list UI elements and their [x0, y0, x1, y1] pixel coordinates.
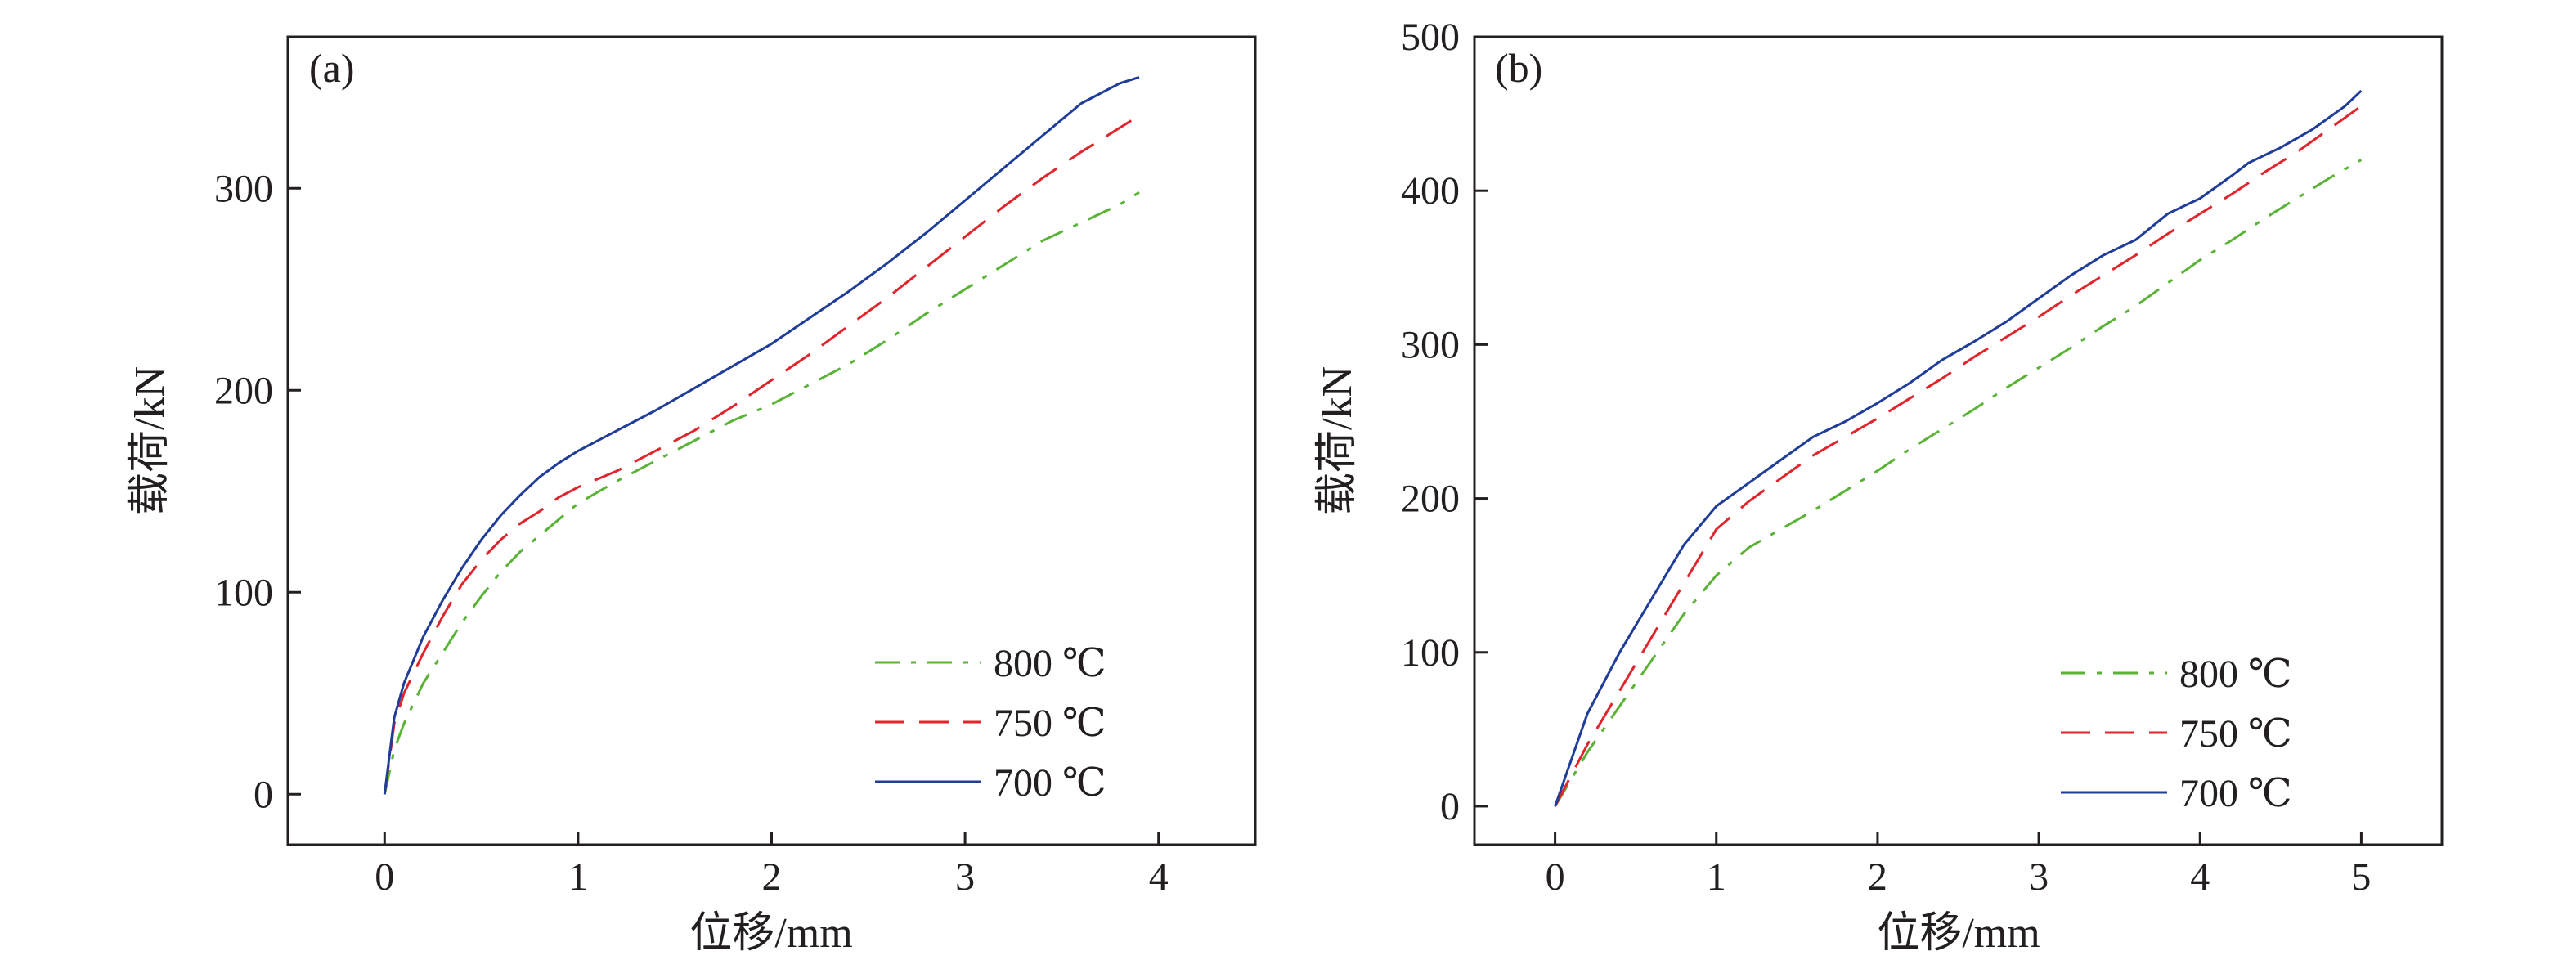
series-group-a [383, 75, 1140, 795]
plot-frame-a [286, 35, 1257, 846]
y-tick-label-b-0: 0 [1440, 785, 1460, 828]
series-line-a-2 [383, 75, 1140, 795]
chart-panel-a: (a) 0 1 2 3 4 0 100 200 300 800 ℃ 750 ℃ 700 ℃ 位移/m… [127, 35, 1257, 957]
y-tick-label-b-1: 100 [1401, 631, 1460, 675]
x-tick-label-b-2: 2 [1868, 855, 1887, 899]
legend-label-a-0: 800 ℃ [994, 642, 1106, 685]
y-axis-title-a: 载荷/kN [127, 366, 173, 515]
y-tick-label-a-3: 300 [214, 167, 273, 210]
x-tick-label-a-2: 2 [762, 855, 782, 899]
y-tick-label-b-5: 500 [1401, 16, 1460, 59]
legend-b: 800 ℃ 750 ℃ 700 ℃ [2061, 653, 2292, 815]
x-tick-label-a-3: 3 [955, 855, 975, 899]
y-tick-label-b-3: 300 [1401, 323, 1460, 366]
panel-label-a: (a) [309, 45, 355, 91]
plot-frame-b [1473, 35, 2444, 846]
tick-group-b: 0 1 2 3 4 5 0 100 200 300 400 500 [1401, 16, 2371, 899]
series-line-b-0 [1554, 159, 2363, 807]
legend-label-b-2: 700 ℃ [2179, 772, 2292, 815]
x-tick-label-b-5: 5 [2351, 855, 2371, 899]
y-tick-label-b-4: 400 [1401, 169, 1460, 213]
legend-label-b-0: 800 ℃ [2179, 653, 2292, 696]
tick-group-a: 0 1 2 3 4 0 100 200 300 [214, 167, 1169, 899]
y-tick-label-a-0: 0 [254, 773, 273, 816]
x-tick-label-a-1: 1 [568, 855, 588, 899]
legend-label-a-2: 700 ℃ [994, 761, 1106, 805]
x-tick-label-a-0: 0 [375, 855, 394, 899]
y-tick-label-a-1: 100 [214, 571, 273, 614]
series-line-b-2 [1554, 89, 2363, 807]
x-axis-title-a: 位移/mm [689, 910, 852, 957]
legend-a: 800 ℃ 750 ℃ 700 ℃ [875, 642, 1106, 805]
series-line-a-0 [383, 191, 1140, 795]
y-tick-label-a-2: 200 [214, 369, 273, 412]
legend-label-a-1: 750 ℃ [994, 702, 1106, 745]
panel-label-b: (b) [1495, 45, 1542, 91]
series-group-b [1554, 89, 2363, 807]
y-axis-title-b: 载荷/kN [1314, 366, 1361, 515]
series-line-a-1 [383, 114, 1140, 795]
chart-panel-b: (b) 0 1 2 3 4 5 0 100 200 300 400 500 800 ℃ 750 ℃ 700… [1314, 16, 2444, 957]
x-tick-label-a-4: 4 [1149, 855, 1169, 899]
x-tick-label-b-4: 4 [2190, 855, 2210, 899]
y-tick-label-b-2: 200 [1401, 478, 1460, 521]
series-line-b-1 [1554, 105, 2363, 807]
x-tick-label-b-3: 3 [2029, 855, 2049, 899]
x-tick-label-b-0: 0 [1546, 855, 1565, 899]
x-tick-label-b-1: 1 [1707, 855, 1726, 899]
x-axis-title-b: 位移/mm [1877, 910, 2040, 957]
legend-label-b-1: 750 ℃ [2179, 712, 2292, 756]
